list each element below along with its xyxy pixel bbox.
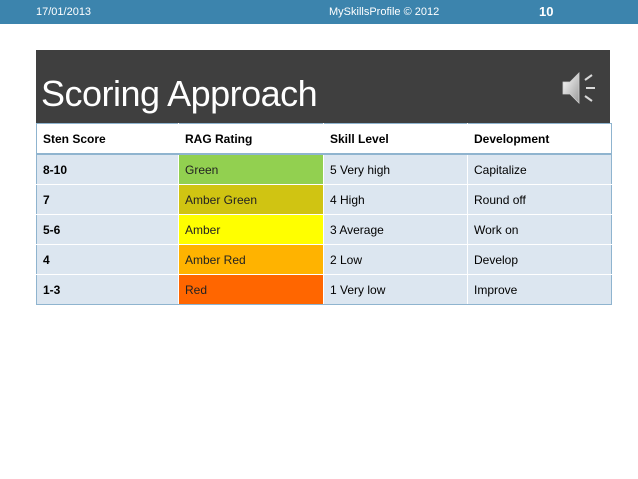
header-sten-score: Sten Score — [36, 123, 179, 155]
slide-header-bar: 17/01/2013 MySkillsProfile © 2012 10 — [0, 0, 638, 24]
skill-level-cell: 2 Low — [323, 244, 468, 275]
sten-score-cell: 5-6 — [36, 214, 179, 245]
page-number: 10 — [539, 4, 554, 19]
skill-level-cell: 1 Very low — [323, 274, 468, 305]
table-row: 1-3 Red 1 Very low Improve — [36, 274, 612, 305]
rag-rating-cell: Green — [178, 153, 324, 185]
skill-level-cell: 4 High — [323, 184, 468, 215]
rag-rating-cell: Amber — [178, 214, 324, 245]
development-cell: Improve — [467, 274, 612, 305]
skill-level-cell: 3 Average — [323, 214, 468, 245]
table-row: 8-10 Green 5 Very high Capitalize — [36, 153, 612, 185]
rag-rating-cell: Amber Red — [178, 244, 324, 275]
development-cell: Develop — [467, 244, 612, 275]
rag-rating-cell: Red — [178, 274, 324, 305]
development-cell: Round off — [467, 184, 612, 215]
development-cell: Capitalize — [467, 153, 612, 185]
slide-date: 17/01/2013 — [36, 6, 92, 18]
sten-score-cell: 4 — [36, 244, 179, 275]
table-row: 4 Amber Red 2 Low Develop — [36, 244, 612, 275]
table-row: 7 Amber Green 4 High Round off — [36, 184, 612, 215]
sten-score-cell: 7 — [36, 184, 179, 215]
copyright-text: MySkillsProfile © 2012 — [329, 6, 440, 18]
header-development: Development — [467, 123, 612, 155]
scoring-table: Sten Score RAG Rating Skill Level Develo… — [36, 123, 612, 305]
development-cell: Work on — [467, 214, 612, 245]
speaker-icon[interactable] — [557, 68, 601, 108]
table-row: 5-6 Amber 3 Average Work on — [36, 214, 612, 245]
slide-title: Scoring Approach — [41, 73, 318, 114]
title-bar: Scoring Approach — [36, 50, 610, 123]
header-skill-level: Skill Level — [323, 123, 468, 155]
rag-rating-cell: Amber Green — [178, 184, 324, 215]
skill-level-cell: 5 Very high — [323, 153, 468, 185]
sten-score-cell: 1-3 — [36, 274, 179, 305]
header-rag-rating: RAG Rating — [178, 123, 324, 155]
sten-score-cell: 8-10 — [36, 153, 179, 185]
table-header-row: Sten Score RAG Rating Skill Level Develo… — [36, 123, 612, 155]
